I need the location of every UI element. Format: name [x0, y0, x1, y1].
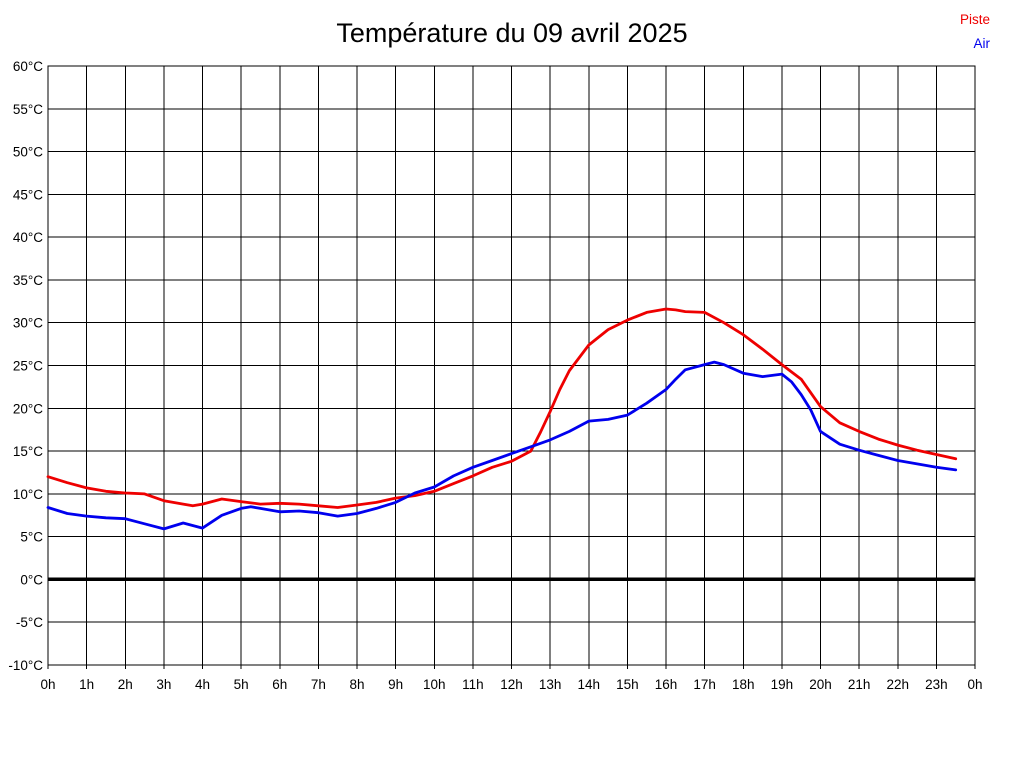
legend-label-air: Air [973, 36, 991, 51]
svg-text:20h: 20h [809, 677, 832, 692]
svg-text:3h: 3h [156, 677, 171, 692]
svg-text:9h: 9h [388, 677, 403, 692]
svg-text:2h: 2h [118, 677, 133, 692]
svg-text:55°C: 55°C [13, 102, 43, 117]
svg-text:15°C: 15°C [13, 444, 43, 459]
svg-text:25°C: 25°C [13, 359, 43, 374]
svg-text:12h: 12h [500, 677, 523, 692]
svg-text:17h: 17h [693, 677, 716, 692]
legend-item-air: Air [960, 32, 991, 56]
svg-text:60°C: 60°C [13, 59, 43, 74]
grid-lines [47, 65, 976, 669]
svg-text:8h: 8h [349, 677, 364, 692]
legend-label-piste: Piste [959, 12, 990, 27]
svg-text:50°C: 50°C [13, 145, 43, 160]
svg-text:5°C: 5°C [20, 530, 43, 545]
svg-text:19h: 19h [771, 677, 794, 692]
svg-text:20°C: 20°C [13, 401, 43, 416]
svg-text:30°C: 30°C [13, 316, 43, 331]
svg-text:45°C: 45°C [13, 187, 43, 202]
svg-text:35°C: 35°C [13, 273, 43, 288]
svg-text:15h: 15h [616, 677, 639, 692]
legend-item-piste: Piste [960, 8, 990, 32]
svg-text:-10°C: -10°C [8, 658, 43, 673]
y-axis-labels: 60°C 55°C 50°C 45°C 40°C 35°C 30°C 25°C 20°C 15°C… [8, 59, 43, 673]
svg-text:0°C: 0°C [20, 572, 43, 587]
svg-text:40°C: 40°C [13, 230, 43, 245]
svg-text:4h: 4h [195, 677, 210, 692]
svg-text:18h: 18h [732, 677, 755, 692]
svg-text:23h: 23h [925, 677, 948, 692]
svg-text:10h: 10h [423, 677, 446, 692]
svg-text:0h: 0h [967, 677, 982, 692]
svg-text:21h: 21h [848, 677, 871, 692]
series-line-air [46, 360, 958, 531]
svg-text:0h: 0h [40, 677, 55, 692]
chart-legend: Piste Air [960, 8, 990, 56]
data-series [46, 307, 958, 531]
svg-text:-5°C: -5°C [16, 615, 43, 630]
svg-text:10°C: 10°C [13, 487, 43, 502]
svg-text:16h: 16h [655, 677, 678, 692]
series-line-piste [46, 307, 958, 509]
x-axis-labels: 0h 1h 2h 3h 4h 5h 6h 7h 8h 9h 10h 11h 12h 13h 14h 15h 16… [40, 677, 982, 692]
svg-text:6h: 6h [272, 677, 287, 692]
chart-title: Température du 09 avril 2025 [336, 18, 688, 48]
svg-text:1h: 1h [79, 677, 94, 692]
svg-text:22h: 22h [887, 677, 910, 692]
plot-frame [47, 65, 976, 666]
svg-text:11h: 11h [462, 677, 484, 692]
svg-text:14h: 14h [578, 677, 601, 692]
svg-text:7h: 7h [311, 677, 326, 692]
svg-text:5h: 5h [234, 677, 249, 692]
svg-text:13h: 13h [539, 677, 562, 692]
